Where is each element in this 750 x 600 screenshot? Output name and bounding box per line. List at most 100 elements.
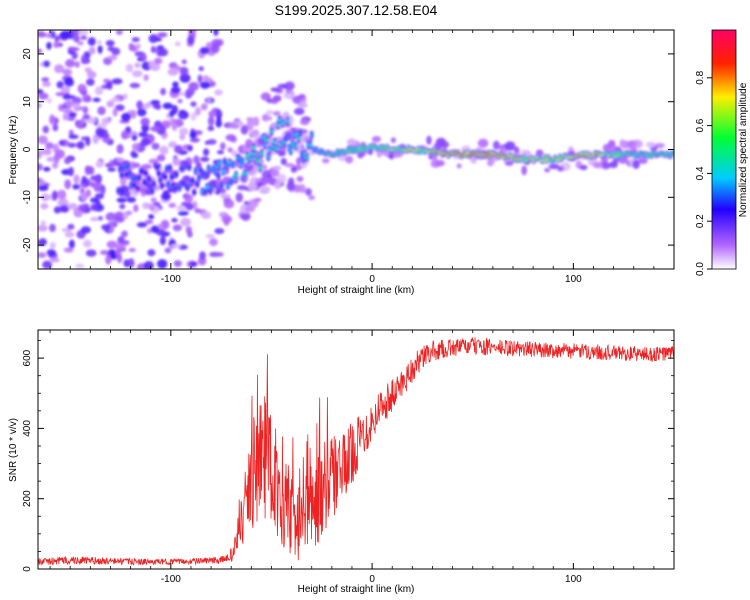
noise-blob bbox=[42, 125, 50, 134]
noise-blob bbox=[77, 30, 89, 36]
noise-blob bbox=[38, 239, 44, 246]
noise-blob bbox=[223, 218, 230, 226]
noise-blob bbox=[215, 109, 223, 120]
ridge-blob bbox=[132, 183, 137, 187]
noise-blob bbox=[290, 166, 297, 173]
noise-blob bbox=[150, 100, 161, 106]
noise-blob bbox=[240, 124, 249, 135]
noise-blob bbox=[57, 198, 69, 208]
noise-blob bbox=[87, 37, 96, 46]
ridge-blob bbox=[280, 121, 285, 125]
noise-blob bbox=[105, 39, 115, 47]
noise-blob bbox=[49, 223, 56, 233]
noise-blob bbox=[54, 64, 65, 74]
noise-blob bbox=[68, 112, 77, 117]
noise-blob bbox=[202, 148, 210, 156]
noise-blob bbox=[247, 180, 257, 191]
noise-blob bbox=[63, 157, 71, 165]
noise-blob bbox=[456, 163, 462, 169]
noise-blob bbox=[46, 41, 52, 50]
noise-blob bbox=[80, 54, 87, 65]
noise-blob bbox=[627, 140, 637, 151]
noise-blob bbox=[81, 94, 92, 103]
noise-blob bbox=[140, 137, 151, 147]
noise-blob bbox=[607, 140, 616, 151]
ridge-blob bbox=[151, 182, 157, 186]
noise-blob bbox=[136, 100, 143, 110]
noise-blob bbox=[171, 218, 178, 223]
noise-blob bbox=[371, 135, 382, 143]
noise-blob bbox=[80, 226, 91, 234]
noise-blob bbox=[244, 206, 255, 213]
noise-blob bbox=[141, 123, 150, 133]
noise-blob bbox=[40, 203, 49, 210]
ridge-blob bbox=[177, 185, 182, 190]
noise-blob bbox=[254, 197, 262, 203]
noise-blob bbox=[90, 216, 99, 222]
noise-blob bbox=[240, 212, 251, 221]
noise-blob bbox=[200, 103, 208, 111]
noise-blob bbox=[132, 162, 141, 168]
noise-blob bbox=[94, 86, 104, 96]
noise-blob bbox=[174, 41, 181, 47]
noise-blob bbox=[156, 154, 166, 162]
noise-blob bbox=[187, 144, 193, 152]
noise-blob bbox=[548, 163, 560, 170]
spectrogram-blobs bbox=[38, 30, 674, 269]
noise-blob bbox=[179, 109, 186, 114]
noise-blob bbox=[38, 224, 48, 232]
noise-blob bbox=[99, 250, 109, 255]
noise-blob bbox=[62, 94, 72, 100]
noise-blob bbox=[45, 33, 53, 39]
noise-blob bbox=[127, 258, 135, 268]
noise-blob bbox=[174, 144, 183, 154]
noise-blob bbox=[131, 143, 140, 152]
noise-blob bbox=[106, 240, 118, 249]
colorbar-tick-label: 0.2 bbox=[695, 214, 706, 228]
noise-blob bbox=[62, 68, 73, 76]
ridge-blob bbox=[163, 175, 168, 179]
noise-blob bbox=[74, 61, 80, 68]
snr-frame bbox=[37, 329, 675, 570]
noise-blob bbox=[219, 142, 226, 151]
noise-blob bbox=[111, 78, 123, 85]
noise-blob bbox=[296, 175, 304, 183]
noise-blob bbox=[49, 114, 55, 124]
ridge-blob bbox=[127, 171, 132, 175]
noise-blob bbox=[187, 36, 195, 45]
colorbar-label: Normalized spectral amplitude bbox=[738, 82, 749, 217]
noise-blob bbox=[308, 195, 315, 201]
noise-blob bbox=[77, 41, 84, 46]
noise-blob bbox=[600, 162, 611, 170]
ridge-blob bbox=[143, 171, 149, 175]
noise-blob bbox=[207, 125, 215, 132]
noise-blob bbox=[504, 141, 516, 151]
noise-blob bbox=[67, 203, 78, 210]
noise-blob bbox=[276, 173, 287, 184]
noise-blob bbox=[280, 157, 287, 166]
ridge-blob bbox=[137, 175, 142, 180]
noise-blob bbox=[51, 161, 59, 169]
noise-blob bbox=[130, 150, 137, 157]
noise-blob bbox=[101, 117, 112, 125]
noise-blob bbox=[220, 193, 231, 199]
noise-blob bbox=[62, 109, 74, 114]
noise-blob bbox=[128, 248, 136, 253]
noise-blob bbox=[227, 123, 238, 129]
ridge-blob bbox=[214, 165, 219, 169]
noise-blob bbox=[205, 77, 213, 82]
snr-ticks: -100 0 100 0 200 400 600 bbox=[22, 330, 675, 585]
noise-blob bbox=[177, 98, 183, 104]
noise-blob bbox=[141, 202, 151, 210]
noise-blob bbox=[632, 159, 640, 170]
ridge-blob bbox=[209, 185, 215, 190]
colorbar-tick-label: 0.6 bbox=[695, 118, 706, 132]
y-tick-label: 10 bbox=[22, 96, 33, 108]
ridge-blob bbox=[206, 166, 211, 171]
noise-blob bbox=[345, 155, 354, 164]
noise-blob bbox=[281, 84, 288, 89]
noise-blob bbox=[73, 174, 80, 184]
spectrogram-heatmap bbox=[38, 30, 674, 269]
noise-blob bbox=[168, 140, 177, 148]
colorbar-gradient bbox=[711, 29, 737, 270]
